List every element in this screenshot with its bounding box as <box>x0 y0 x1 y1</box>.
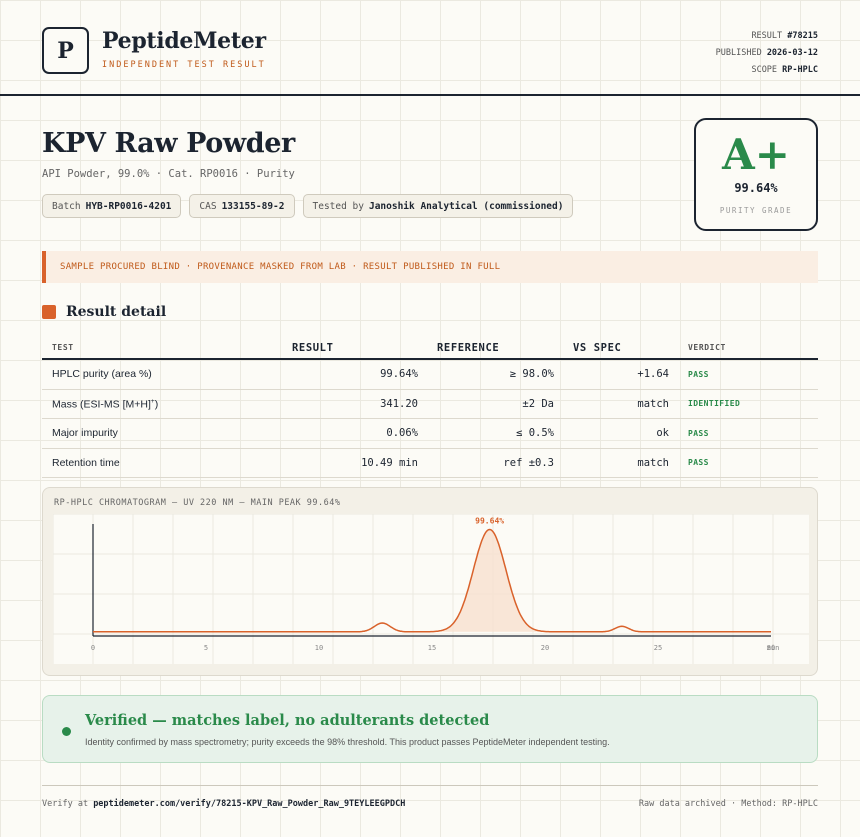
chromatogram-line <box>93 528 771 633</box>
grade-label: PURITY GRADE <box>719 206 793 215</box>
cell-reference: ≤ 0.5% <box>516 427 554 440</box>
x-axis-unit: min <box>767 644 780 652</box>
results-table: TEST RESULT REFERENCE VS SPEC VERDICT HP… <box>42 337 818 478</box>
cell-test: Retention time <box>52 456 120 469</box>
cell-reference: ≥ 98.0% <box>509 368 554 381</box>
cell-verdict: PASS <box>688 369 709 379</box>
cell-result: 341.20 <box>380 397 418 410</box>
footer-method: Raw data archived · Method: RP-HPLC <box>638 799 818 809</box>
batch-chip: Batch HYB-RP0016-4201 <box>42 194 182 218</box>
report-meta: RESULT #78215 PUBLISHED 2026-03-12 SCOPE… <box>716 28 818 79</box>
cell-result: 10.49 min <box>361 456 418 469</box>
purity-grade-card: A+ 99.64% PURITY GRADE <box>694 118 818 231</box>
result-id: RESULT #78215 <box>751 31 818 41</box>
section-title: Result detail <box>66 304 167 320</box>
cell-test: Major impurity <box>52 427 118 440</box>
product-title: KPV Raw Powder <box>42 128 295 159</box>
table-row: Major impurity 0.06% ≤ 0.5% ok PASS <box>42 419 818 449</box>
x-tick-label: 30 <box>767 644 775 652</box>
cell-vs-spec: +1.64 <box>637 368 669 381</box>
x-tick-label: 15 <box>428 644 436 652</box>
chromatogram-panel: RP-HPLC CHROMATOGRAM — UV 220 NM — MAIN … <box>42 487 818 676</box>
chromatogram-title: RP-HPLC CHROMATOGRAM — UV 220 NM — MAIN … <box>54 498 341 508</box>
table-row: Mass (ESI-MS [M+H]+) 341.20 ±2 Da match … <box>42 390 818 419</box>
verify-url[interactable]: peptidemeter.com/verify/78215-KPV_Raw_Po… <box>93 799 406 809</box>
published-date: PUBLISHED 2026-03-12 <box>715 48 818 58</box>
footer-divider <box>42 785 818 786</box>
cell-reference: ±2 Da <box>522 397 554 410</box>
cell-vs-spec: match <box>637 456 669 469</box>
tested-by-chip: Tested by Janoshik Analytical (commission… <box>302 194 574 218</box>
provenance-banner: SAMPLE PROCURED BLIND · PROVENANCE MASKE… <box>42 251 818 283</box>
x-tick-label: 10 <box>315 644 323 652</box>
table-header-row: TEST RESULT REFERENCE VS SPEC VERDICT <box>42 337 818 360</box>
cas-chip: CAS 133155-89-2 <box>189 194 295 218</box>
main-peak-area <box>440 529 538 632</box>
brand-logo: P <box>42 27 89 74</box>
cell-verdict: IDENTIFIED <box>688 399 741 409</box>
peak-label: 99.64% <box>475 517 504 526</box>
cell-result: 0.06% <box>386 427 418 440</box>
chart-plot-area <box>53 514 809 664</box>
verified-status-dot-icon <box>62 727 71 736</box>
result-detail-heading: Result detail <box>42 304 166 320</box>
col-header-verdict: VERDICT <box>688 343 726 352</box>
verify-link-line: Verify at peptidemeter.com/verify/78215-… <box>42 799 406 809</box>
grade-letter: A+ <box>722 130 790 179</box>
cell-vs-spec: match <box>637 397 669 410</box>
cell-test: Mass (ESI-MS [M+H]+) <box>52 397 159 411</box>
cell-test: HPLC purity (area %) <box>52 368 152 381</box>
verified-description: Identity confirmed by mass spectrometry;… <box>85 737 610 747</box>
cell-reference: ref ±0.3 <box>503 456 554 469</box>
cell-verdict: PASS <box>688 428 709 438</box>
x-tick-label: 20 <box>541 644 549 652</box>
col-header-result: RESULT <box>292 341 334 354</box>
table-row: HPLC purity (area %) 99.64% ≥ 98.0% +1.6… <box>42 360 818 390</box>
cell-verdict: PASS <box>688 458 709 468</box>
x-tick-label: 5 <box>204 644 208 652</box>
product-chips: Batch HYB-RP0016-4201 CAS 133155-89-2 Test… <box>42 194 574 218</box>
col-header-reference: REFERENCE <box>437 341 500 354</box>
brand-tagline: INDEPENDENT TEST RESULT <box>102 60 266 70</box>
section-marker <box>42 305 56 319</box>
verified-title: Verified — matches label, no adulterants… <box>85 712 490 729</box>
brand-name: PeptideMeter <box>102 28 266 54</box>
product-subtitle: API Powder, 99.0% · Cat. RP0016 · Purity <box>42 168 295 180</box>
cell-vs-spec: ok <box>656 427 669 440</box>
verified-callout: Verified — matches label, no adulterants… <box>42 695 818 763</box>
col-header-vs-spec: VS SPEC <box>573 341 622 354</box>
x-tick-label: 25 <box>654 644 662 652</box>
report-header: P PeptideMeter INDEPENDENT TEST RESULT R… <box>0 0 860 96</box>
grade-value: 99.64% <box>734 181 778 195</box>
x-tick-label: 0 <box>91 644 95 652</box>
col-header-test: TEST <box>52 343 74 352</box>
cell-result: 99.64% <box>380 368 418 381</box>
scope: SCOPE RP-HPLC <box>751 65 818 75</box>
table-row: Retention time 10.49 min ref ±0.3 match … <box>42 449 818 478</box>
